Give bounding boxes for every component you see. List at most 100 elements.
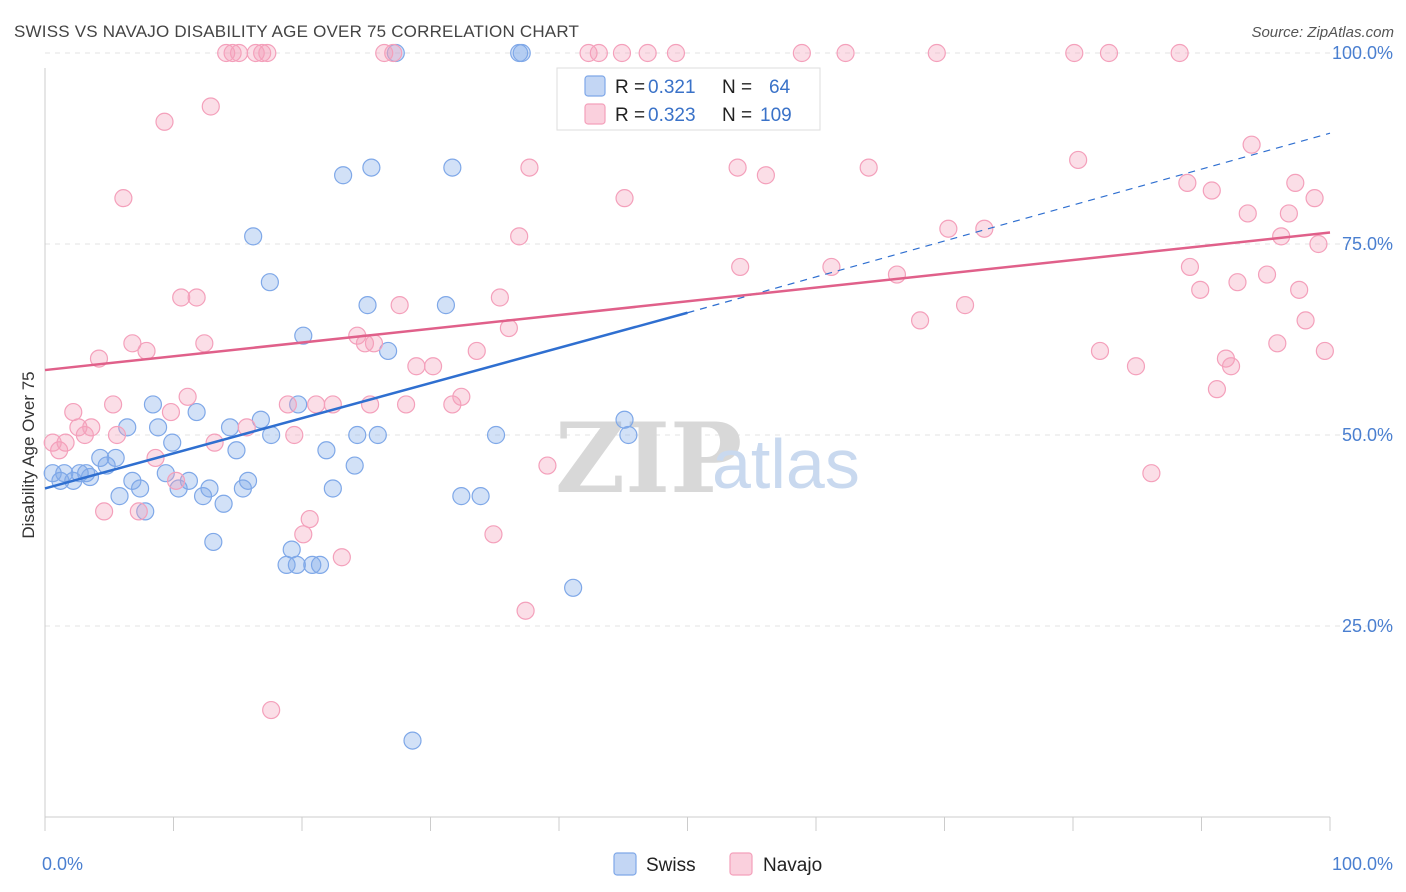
navajo-point (300, 509, 319, 529)
swiss-point (143, 395, 163, 414)
swiss-point (118, 418, 137, 437)
navajo-point (939, 219, 958, 238)
navajo-point (1178, 173, 1197, 192)
navajo-point (1065, 43, 1084, 63)
series-legend-swatch-swiss (613, 852, 637, 876)
y-tick-label: 75.0% (1342, 234, 1393, 254)
navajo-point (1286, 173, 1305, 192)
swiss-point (378, 341, 398, 361)
swiss-point (348, 425, 367, 445)
swiss-point (220, 418, 240, 437)
swiss-point (110, 487, 129, 506)
swiss-point (619, 425, 638, 445)
navajo-point (64, 402, 83, 422)
watermark-zip: ZIP (555, 402, 742, 515)
legend-r-label-swiss: R = (615, 77, 645, 98)
swiss-point (615, 410, 634, 429)
legend-n-label-navajo: N = (722, 105, 752, 126)
navajo-point (285, 425, 304, 445)
navajo-point (731, 257, 750, 277)
swiss-point (136, 502, 155, 521)
series-legend: Swiss Navajo (613, 852, 822, 876)
navajo-point (172, 288, 191, 307)
grid-lines (45, 52, 1393, 627)
navajo-point (407, 357, 426, 376)
navajo-point (510, 227, 529, 246)
data-points (43, 43, 1334, 750)
swiss-point (260, 273, 279, 292)
swiss-point (486, 425, 506, 445)
swiss-point (193, 487, 213, 506)
navajo-point (579, 43, 598, 63)
navajo-point (123, 334, 142, 353)
navajo-point (1279, 204, 1298, 223)
navajo-point (396, 395, 416, 414)
navajo-point (1099, 43, 1119, 63)
navajo-point (975, 219, 994, 238)
swiss-point (289, 395, 308, 414)
swiss-point (362, 158, 381, 177)
navajo-point (129, 502, 148, 521)
chart-title: SWISS VS NAVAJO DISABILITY AGE OVER 75 C… (14, 22, 580, 41)
series-legend-label-swiss: Swiss (646, 855, 696, 876)
swiss-point (244, 227, 263, 246)
swiss-point (303, 555, 322, 574)
legend-swatch-swiss (584, 75, 606, 97)
navajo-point (822, 257, 841, 277)
legend-n-value-navajo: 109 (760, 105, 792, 126)
swiss-point (123, 471, 142, 490)
navajo-point (1090, 341, 1110, 361)
navajo-point (1228, 273, 1247, 292)
navajo-point (955, 296, 975, 315)
y-tick-label: 50.0% (1342, 425, 1393, 445)
swiss-point (238, 471, 258, 490)
navajo-point (1268, 334, 1287, 353)
navajo-point (1315, 341, 1334, 361)
navajo-point (589, 43, 608, 63)
swiss-point (227, 441, 246, 460)
navajo-point (364, 334, 384, 353)
navajo-point (332, 548, 351, 567)
navajo-point (75, 425, 94, 445)
y-tick-label: 25.0% (1342, 616, 1393, 636)
legend-n-value-swiss: 64 (769, 77, 791, 98)
navajo-point (195, 334, 214, 353)
navajo-point (201, 97, 220, 116)
navajo-point (262, 700, 281, 720)
swiss-point (345, 456, 364, 475)
navajo-point (638, 43, 657, 63)
tick-labels: 25.0% 50.0% 75.0% 100.0% 0.0% 100.0% (42, 43, 1393, 874)
navajo-point (95, 502, 114, 521)
navajo-point (104, 395, 123, 414)
navajo-point (187, 288, 206, 307)
swiss-point (187, 402, 206, 422)
navajo-point (1069, 150, 1088, 170)
navajo-point (520, 158, 539, 177)
navajo-point (390, 296, 409, 315)
trend-lines (44, 132, 1331, 490)
navajo-point (1290, 280, 1309, 299)
navajo-point (467, 341, 486, 361)
navajo-point (1142, 464, 1161, 483)
navajo-point (452, 387, 471, 406)
navajo-point (1305, 189, 1324, 208)
navajo-point (1191, 280, 1210, 299)
swiss-point (358, 296, 377, 315)
navajo-point (756, 166, 775, 185)
swiss-point (512, 43, 531, 63)
navajo-point (615, 189, 634, 208)
swiss-point (204, 532, 223, 552)
navajo-point (1170, 43, 1189, 63)
swiss-point (179, 471, 199, 490)
navajo-point (56, 433, 75, 452)
series-legend-swatch-navajo (729, 852, 753, 876)
navajo-point (258, 43, 277, 63)
navajo-point (612, 43, 632, 63)
swiss-point (317, 441, 336, 460)
swiss-point (130, 479, 150, 498)
legend-swatch-navajo (584, 103, 606, 125)
swiss-point (334, 166, 353, 185)
navajo-point (490, 288, 509, 307)
navajo-point (1202, 181, 1221, 200)
y-axis-title: Disability Age Over 75 (19, 371, 38, 538)
